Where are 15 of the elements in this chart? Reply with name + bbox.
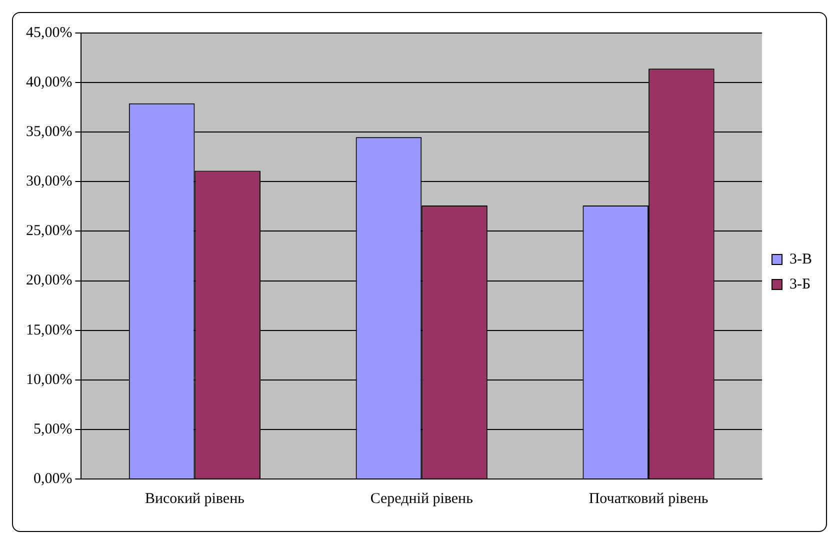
y-tick-label: 40,00% (26, 74, 72, 90)
x-tick-label: Середній рівень (370, 490, 474, 507)
y-tick-label: 5,00% (33, 421, 72, 438)
y-tick-label: 30,00% (26, 174, 72, 190)
x-tick-label: Високий рівень (144, 490, 245, 507)
x-tick-label: Початковий рівень (588, 490, 708, 507)
y-tick-label: 35,00% (26, 124, 72, 140)
y-tick-label: 10,00% (26, 372, 72, 388)
y-tick-label: 0,00% (33, 470, 72, 487)
y-tick-label: 25,00% (26, 223, 72, 240)
y-tick-label: 45,00% (26, 24, 72, 41)
y-tick-label: 15,00% (26, 322, 72, 338)
legend-label: 3-В (790, 251, 812, 268)
legend-label: 3-Б (790, 276, 811, 292)
y-tick-label: 20,00% (26, 272, 72, 289)
